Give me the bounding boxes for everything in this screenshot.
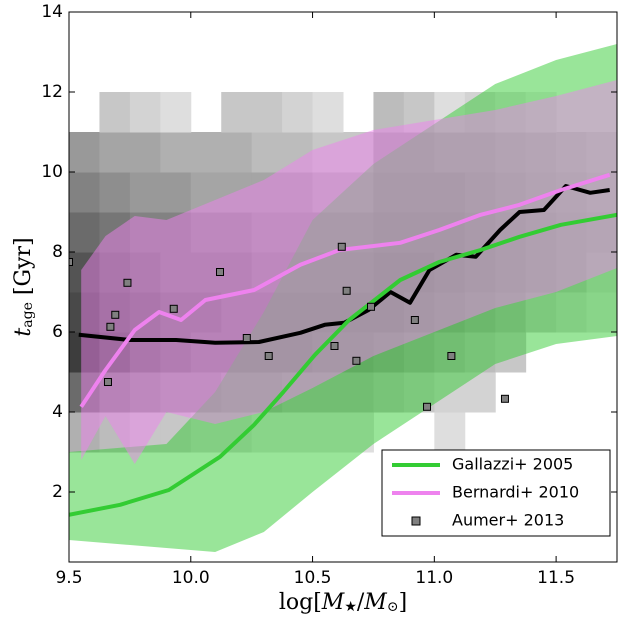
ylabel-part: [Gyr] bbox=[11, 237, 36, 302]
legend-label: Aumer+ 2013 bbox=[452, 511, 564, 530]
xlabel-part: ★ bbox=[344, 599, 357, 615]
line bbox=[79, 172, 611, 408]
point bbox=[367, 302, 376, 311]
x-tick-label: 9.5 bbox=[55, 568, 82, 588]
point bbox=[352, 356, 361, 365]
point bbox=[69, 258, 73, 266]
legend-label: Bernardi+ 2010 bbox=[452, 483, 579, 502]
heatmap-cell bbox=[190, 132, 222, 173]
legend-swatch bbox=[411, 516, 421, 526]
heatmap-cell bbox=[69, 172, 100, 213]
heatmap-cell bbox=[99, 172, 131, 213]
point bbox=[242, 334, 251, 342]
point bbox=[111, 310, 120, 319]
y-tick-label: 12 bbox=[41, 82, 63, 102]
point bbox=[423, 402, 432, 411]
heatmap-cell bbox=[160, 132, 192, 173]
line bbox=[78, 184, 610, 345]
point bbox=[169, 304, 178, 313]
xlabel-part: M bbox=[321, 590, 345, 615]
x-tick-label: 11.5 bbox=[537, 568, 575, 588]
heatmap-cell bbox=[373, 92, 405, 133]
point bbox=[342, 286, 351, 295]
xlabel-label: log[M★/M⊙] bbox=[279, 590, 407, 615]
heatmap-cell bbox=[221, 92, 253, 133]
heatmap-cell bbox=[69, 212, 100, 253]
plot-area bbox=[69, 44, 617, 552]
xlabel-part: M bbox=[363, 590, 387, 615]
heatmap-cell bbox=[160, 92, 192, 133]
point bbox=[264, 352, 273, 360]
x-tick-label: 10.5 bbox=[294, 568, 332, 588]
line bbox=[69, 212, 617, 517]
ylabel-part: age bbox=[20, 302, 36, 328]
heatmap-cell bbox=[312, 92, 344, 133]
point bbox=[410, 316, 419, 324]
point bbox=[330, 342, 339, 350]
point bbox=[216, 268, 225, 276]
xlabel-part: log[ bbox=[279, 590, 322, 615]
band bbox=[81, 80, 617, 464]
heatmap-cell bbox=[221, 132, 253, 173]
y-tick-label: 4 bbox=[52, 402, 63, 422]
legend-label: Gallazzi+ 2005 bbox=[452, 455, 573, 474]
heatmap-cell bbox=[251, 92, 283, 133]
y-tick-label: 2 bbox=[52, 482, 63, 502]
point bbox=[103, 378, 112, 386]
y-tick-label: 8 bbox=[52, 242, 63, 262]
heatmap-cell bbox=[160, 172, 192, 213]
point bbox=[337, 242, 346, 251]
point bbox=[500, 394, 509, 403]
xlabel-part: ⊙ bbox=[387, 599, 399, 615]
heatmap-cell bbox=[69, 132, 100, 173]
frame bbox=[68, 11, 618, 563]
point bbox=[106, 322, 115, 331]
point bbox=[447, 352, 456, 360]
point bbox=[123, 278, 132, 287]
heatmap-cell bbox=[99, 92, 131, 133]
heatmap-cell bbox=[251, 132, 283, 173]
x-tick-label: 11.0 bbox=[415, 568, 453, 588]
heatmap-cell bbox=[434, 412, 466, 453]
y-tick-label: 14 bbox=[41, 2, 63, 22]
heatmap-cell bbox=[99, 132, 131, 173]
ylabel-label: tage [Gyr] bbox=[11, 237, 36, 336]
y-tick-label: 6 bbox=[52, 322, 63, 342]
heatmap-cell bbox=[129, 172, 161, 213]
heatmap-cell bbox=[129, 132, 161, 173]
y-tick-label: 10 bbox=[41, 162, 63, 182]
xlabel-part: ] bbox=[399, 590, 408, 615]
heatmap-cell bbox=[282, 92, 314, 133]
heatmap-cell bbox=[129, 92, 161, 133]
ylabel-part: t bbox=[11, 328, 36, 337]
xlabel-part: / bbox=[357, 590, 365, 615]
x-tick-label: 10.0 bbox=[172, 568, 210, 588]
